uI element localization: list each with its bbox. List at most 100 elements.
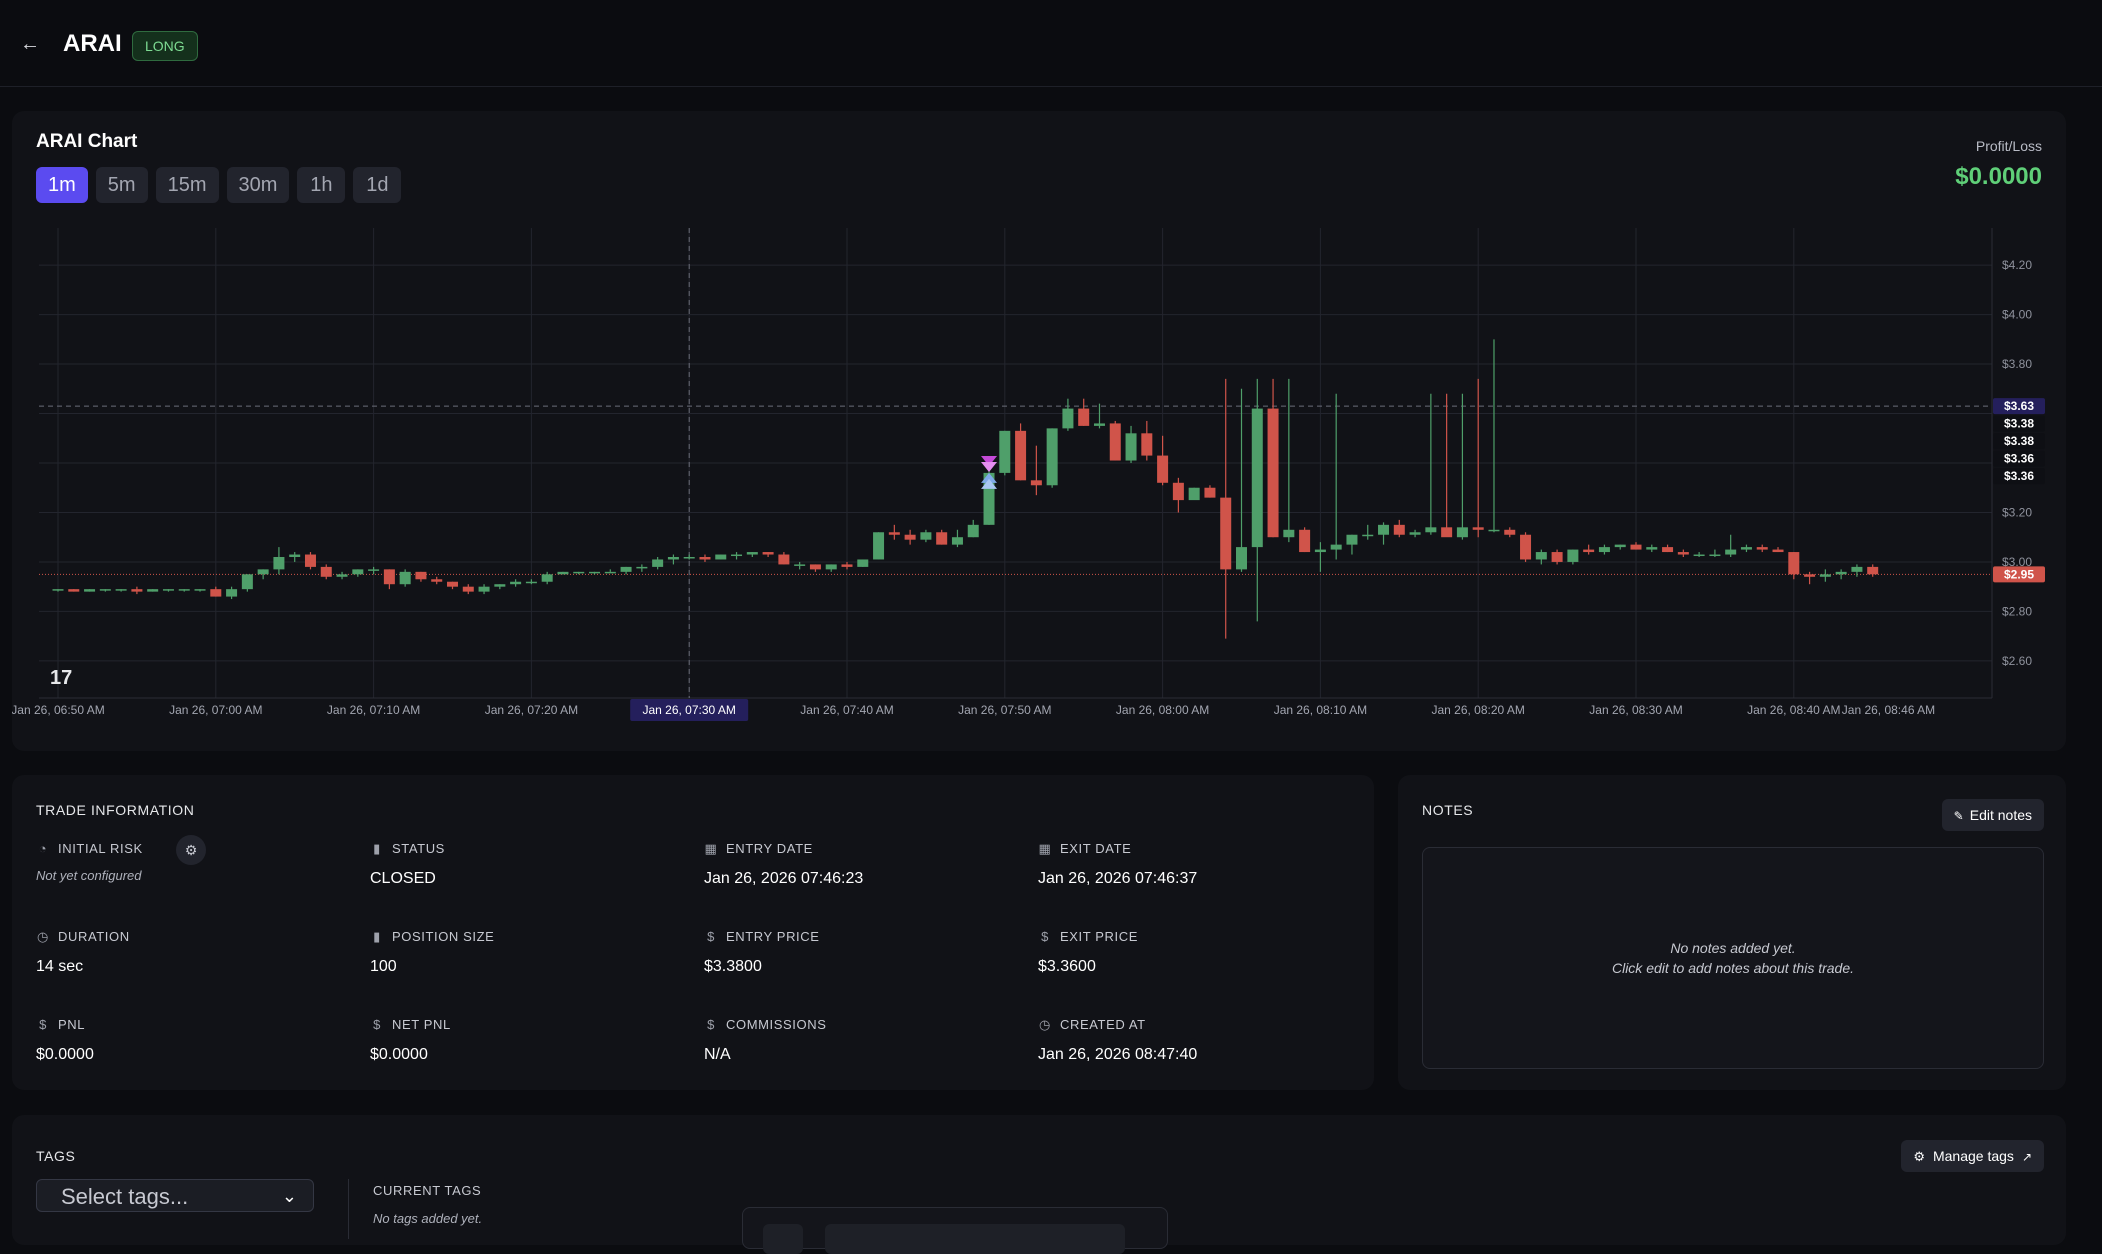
x-tick-label: Jan 26, 08:46 AM bbox=[1842, 703, 1935, 717]
candle-body bbox=[1598, 547, 1610, 553]
candle-body bbox=[1062, 408, 1074, 429]
dollar-icon: $ bbox=[373, 1016, 381, 1032]
direction-badge: LONG bbox=[132, 31, 198, 61]
x-tick-label: Jan 26, 08:00 AM bbox=[1116, 703, 1209, 717]
candle-body bbox=[273, 557, 285, 570]
calendar-icon: ▦ bbox=[1038, 840, 1052, 856]
field-position-size: ▮ POSITION SIZE 100 bbox=[370, 929, 690, 976]
notes-content[interactable]: No notes added yet. Click edit to add no… bbox=[1422, 847, 2044, 1069]
candle-body bbox=[589, 571, 601, 574]
field-value: Jan 26, 2026 07:46:37 bbox=[1038, 870, 1198, 887]
candle-body bbox=[52, 589, 64, 591]
candle-body bbox=[241, 574, 253, 590]
candle-body bbox=[1251, 408, 1263, 548]
price-chart[interactable]: $2.60 $2.80 $3.00 $3.20 $3.80 $4.00 $4.20 Jan 2… bbox=[12, 111, 2066, 751]
x-tick-label: Jan 26, 07:20 AM bbox=[485, 703, 578, 717]
candle-body bbox=[967, 524, 979, 538]
price-axis-badge bbox=[1993, 566, 2045, 583]
candle-body bbox=[951, 537, 963, 545]
dollar-icon: $ bbox=[707, 928, 715, 944]
candle-body bbox=[1409, 532, 1421, 535]
back-button[interactable]: ← bbox=[18, 32, 42, 56]
candle-body bbox=[1472, 527, 1484, 530]
current-tags-label: CURRENT TAGS bbox=[373, 1183, 482, 1198]
field-label: ▮ POSITION SIZE bbox=[370, 929, 690, 944]
candle-body bbox=[131, 589, 143, 592]
tag-name-input[interactable] bbox=[825, 1224, 1125, 1254]
candle-body bbox=[99, 589, 111, 591]
candle-body bbox=[304, 554, 316, 567]
manage-tags-label: Manage tags bbox=[1932, 1148, 2014, 1164]
field-label: ◷ DURATION bbox=[36, 929, 356, 944]
candle-body bbox=[1220, 497, 1232, 570]
entry-marker-icon bbox=[981, 461, 998, 472]
candle-body bbox=[1867, 566, 1879, 575]
field-label-text: ENTRY DATE bbox=[726, 841, 813, 856]
candle-body bbox=[383, 569, 395, 585]
candle-body bbox=[494, 584, 506, 587]
crosshair-time-box bbox=[630, 699, 749, 721]
price-axis-label: $3.38 bbox=[2004, 434, 2034, 448]
timer-icon: ◷ bbox=[37, 928, 49, 944]
field-value: 100 bbox=[370, 958, 397, 975]
candle-body bbox=[904, 534, 916, 540]
candle-body bbox=[399, 571, 411, 585]
field-entry-date: ▦ ENTRY DATE Jan 26, 2026 07:46:23 bbox=[704, 841, 1024, 888]
notes-panel: NOTES ✎ Edit notes No notes added yet. Cl… bbox=[1398, 775, 2066, 1090]
candle-body bbox=[1346, 534, 1358, 545]
dollar-icon: $ bbox=[707, 1016, 715, 1032]
candle-body bbox=[162, 589, 174, 591]
field-value: $0.0000 bbox=[370, 1046, 428, 1063]
candle-body bbox=[431, 579, 443, 582]
candle-body bbox=[1236, 547, 1247, 570]
candle-body bbox=[1520, 534, 1532, 560]
edit-notes-button[interactable]: ✎ Edit notes bbox=[1941, 799, 2044, 831]
timeframe-1h[interactable]: 1h bbox=[297, 167, 346, 203]
tags-select[interactable]: Select tags... ⌄ bbox=[36, 1179, 314, 1212]
gear-icon: ⚙ bbox=[184, 842, 198, 858]
candle-body bbox=[68, 589, 80, 592]
tag-color-swatch[interactable] bbox=[763, 1224, 803, 1254]
candle-body bbox=[1046, 428, 1058, 486]
field-created-at: ◷ CREATED AT Jan 26, 2026 08:47:40 bbox=[1038, 1017, 1358, 1064]
candle-body bbox=[1662, 547, 1674, 553]
candle-body bbox=[573, 571, 585, 574]
configure-risk-button[interactable]: ⚙ bbox=[176, 835, 206, 865]
candle-body bbox=[683, 557, 695, 559]
candle-body bbox=[368, 569, 380, 571]
x-tick-label: Jan 26, 08:40 AM bbox=[1747, 703, 1840, 717]
price-axis-label: $2.95 bbox=[2004, 567, 2034, 581]
candle-body bbox=[1030, 480, 1042, 486]
candle-body bbox=[352, 569, 364, 575]
timeframe-15m[interactable]: 15m bbox=[155, 167, 219, 203]
price-axis-label: $3.63 bbox=[2004, 399, 2034, 413]
timeframe-30m[interactable]: 30m bbox=[226, 167, 290, 203]
candle-body bbox=[541, 574, 553, 582]
profit-loss-label: Profit/Loss bbox=[1975, 138, 2042, 154]
manage-tags-button[interactable]: ⚙ Manage tags ↗ bbox=[1901, 1140, 2044, 1172]
x-tick-label: Jan 26, 07:50 AM bbox=[958, 703, 1051, 717]
arrow-left-icon: ← bbox=[20, 33, 40, 55]
candle-body bbox=[857, 559, 869, 567]
timeframe-1m[interactable]: 1m bbox=[36, 167, 88, 203]
candle-body bbox=[1125, 433, 1137, 461]
field-pnl: $ PNL $0.0000 bbox=[36, 1017, 356, 1064]
field-label-text: PNL bbox=[58, 1017, 86, 1032]
field-label-text: NET PNL bbox=[392, 1017, 451, 1032]
candle-body bbox=[841, 564, 853, 567]
candle-body bbox=[1299, 529, 1311, 553]
profit-loss-value: $0.0000 bbox=[1955, 163, 2042, 190]
timeframe-5m[interactable]: 5m bbox=[95, 167, 148, 203]
field-exit-price: $ EXIT PRICE $3.3600 bbox=[1038, 929, 1358, 976]
field-value: Jan 26, 2026 07:46:23 bbox=[704, 870, 864, 887]
candle-body bbox=[1141, 433, 1153, 456]
trade-info-panel: TRADE INFORMATION ◔ INITIAL RISK Not yet c… bbox=[12, 775, 1374, 1090]
notes-title: NOTES bbox=[1422, 802, 1474, 818]
candle-body bbox=[1788, 552, 1800, 575]
candle-body bbox=[778, 554, 790, 565]
timeframe-1d[interactable]: 1d bbox=[353, 167, 402, 203]
candle-body bbox=[1393, 524, 1405, 535]
field-value: Not yet configured bbox=[36, 868, 142, 883]
x-tick-label: Jan 26, 07:30 AM bbox=[642, 703, 735, 717]
field-value: CLOSED bbox=[370, 870, 436, 887]
